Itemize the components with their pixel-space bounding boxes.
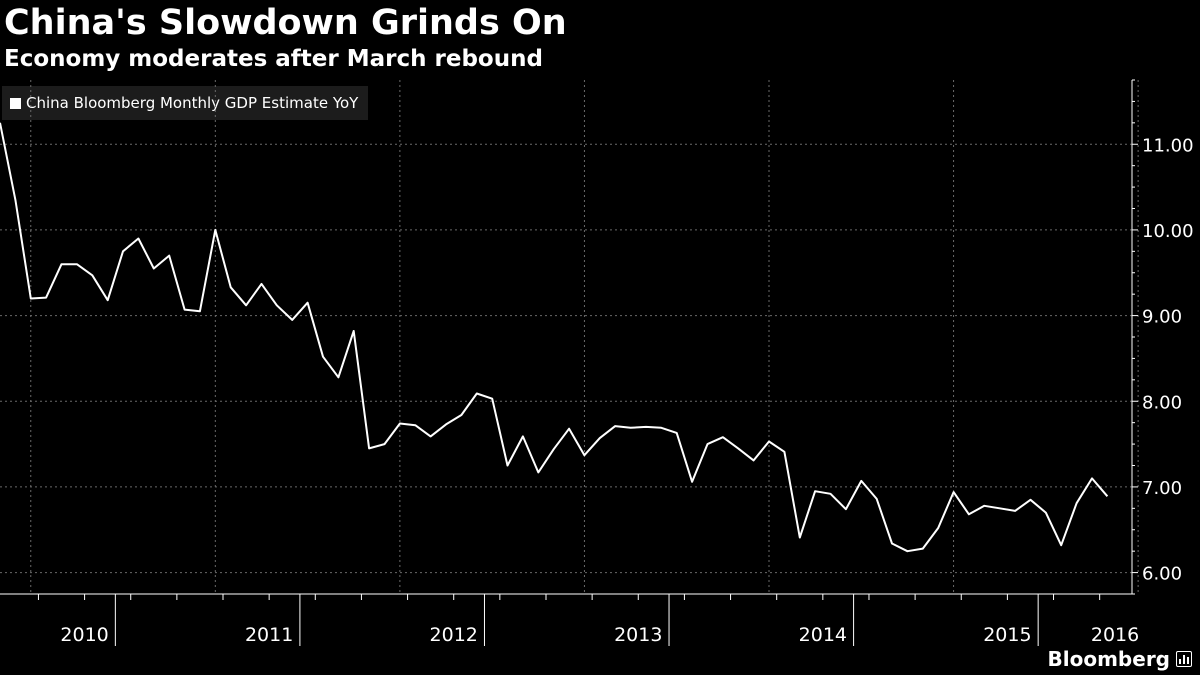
legend: China Bloomberg Monthly GDP Estimate YoY [2,86,369,120]
y-tick-label: 6.00 [1142,564,1182,585]
y-tick-label: 7.00 [1142,478,1182,499]
x-year-label: 2014 [799,624,847,646]
grid-lines [0,80,1139,594]
x-year-label: 2015 [983,624,1031,646]
series-line [0,122,1109,553]
y-tick-label: 9.00 [1142,307,1182,328]
x-year-label: 2010 [60,624,108,646]
x-year-label: 2013 [614,624,662,646]
bar-chart-icon [1176,651,1192,667]
series-line-path [0,122,1109,553]
brand-name: Bloomberg [1047,647,1170,671]
x-axis: 2010 2011 2012 2013 2014 2015 2016 [0,593,1139,646]
legend-label: China Bloomberg Monthly GDP Estimate YoY [26,94,359,112]
brand-logo: Bloomberg [1048,647,1192,671]
chart-title: China's Slowdown Grinds On [4,3,567,43]
y-tick-label: 8.00 [1142,392,1182,413]
x-year-label: 2016 [1091,624,1139,646]
y-tick-label: 11.00 [1142,135,1194,156]
chart-subtitle: Economy moderates after March rebound [4,46,543,72]
y-axis: 6.00 7.00 8.00 9.00 10.00 11.00 [1131,79,1194,595]
legend-swatch [10,97,21,109]
x-year-label: 2011 [245,624,293,646]
x-year-label: 2012 [430,624,478,646]
y-tick-label: 10.00 [1142,221,1194,242]
